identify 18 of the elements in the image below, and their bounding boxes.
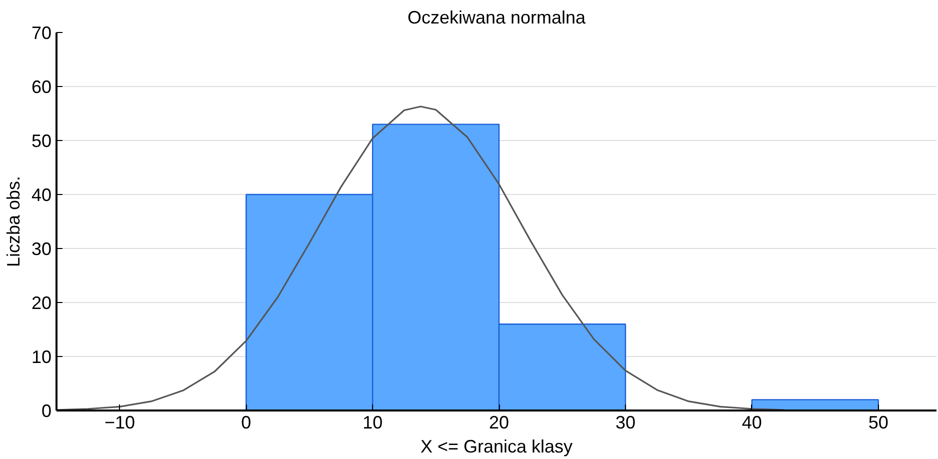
x-tick-label: 40 bbox=[742, 412, 762, 432]
y-tick-label: 60 bbox=[31, 77, 52, 97]
x-tick-label: 10 bbox=[362, 412, 383, 432]
chart-title: Oczekiwana normalna bbox=[407, 8, 587, 28]
y-tick-label: 30 bbox=[31, 239, 52, 259]
x-tick-label: 0 bbox=[241, 412, 252, 432]
x-tick-label: 50 bbox=[868, 412, 888, 432]
y-tick-label: 70 bbox=[31, 23, 52, 43]
y-axis-title: Liczba obs. bbox=[3, 176, 24, 268]
line-series bbox=[56, 106, 784, 410]
y-tick-label: 10 bbox=[31, 347, 52, 367]
y-tick-label: 40 bbox=[31, 185, 52, 205]
y-tick-label: 50 bbox=[31, 131, 52, 151]
x-tick-label: 30 bbox=[615, 412, 636, 432]
x-axis-title: X <= Granica klasy bbox=[420, 436, 573, 456]
y-tick-label: 20 bbox=[31, 293, 52, 313]
x-tick-label: −10 bbox=[104, 412, 135, 432]
x-tick-label: 20 bbox=[489, 412, 510, 432]
